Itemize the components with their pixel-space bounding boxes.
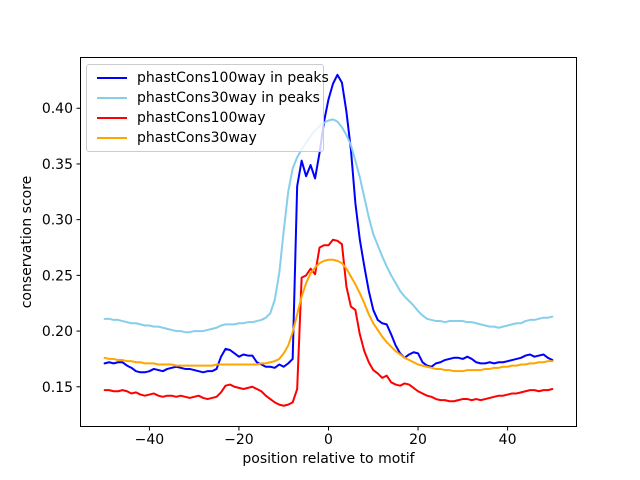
legend-label: phastCons30way xyxy=(137,130,257,146)
legend-label: phastCons30way in peaks xyxy=(137,90,320,106)
legend-label: phastCons100way xyxy=(137,110,266,126)
legend: phastCons100way in peaks phastCons30way i… xyxy=(86,64,329,152)
plot-frame xyxy=(80,57,577,427)
legend-swatch-phastcons30way xyxy=(97,137,127,139)
legend-swatch-phastcons30way-in-peaks xyxy=(97,97,127,99)
line-phastcons30way xyxy=(103,258,554,373)
legend-label: phastCons100way in peaks xyxy=(137,70,329,86)
y-tick-label: 0.15 xyxy=(42,380,73,396)
y-tick-label: 0.35 xyxy=(42,157,73,173)
x-tick-label: −20 xyxy=(224,432,254,448)
line-phastcons30way-in-peaks xyxy=(103,118,554,334)
legend-item-phastcons30way: phastCons30way xyxy=(87,128,323,148)
legend-item-phastcons100way: phastCons100way xyxy=(87,108,323,128)
x-tick-label: 20 xyxy=(409,432,427,448)
y-axis-label: conservation score xyxy=(19,175,35,309)
line-phastcons100way-in-peaks xyxy=(103,73,554,374)
x-axis-label: position relative to motif xyxy=(242,451,415,467)
line-phastcons100way xyxy=(103,238,554,407)
y-tick-label: 0.20 xyxy=(42,324,73,340)
legend-swatch-phastcons100way xyxy=(97,117,127,119)
x-tick-label: 40 xyxy=(499,432,517,448)
legend-swatch-phastcons100way-in-peaks xyxy=(97,77,127,79)
legend-item-phastcons100way-in-peaks: phastCons100way in peaks xyxy=(87,68,329,88)
y-tick-label: 0.25 xyxy=(42,268,73,284)
legend-item-phastcons30way-in-peaks: phastCons30way in peaks xyxy=(87,88,323,108)
x-tick-label: −40 xyxy=(135,432,165,448)
y-tick-label: 0.40 xyxy=(42,101,73,117)
x-tick-label: 0 xyxy=(324,432,333,448)
y-tick-label: 0.30 xyxy=(42,213,73,229)
